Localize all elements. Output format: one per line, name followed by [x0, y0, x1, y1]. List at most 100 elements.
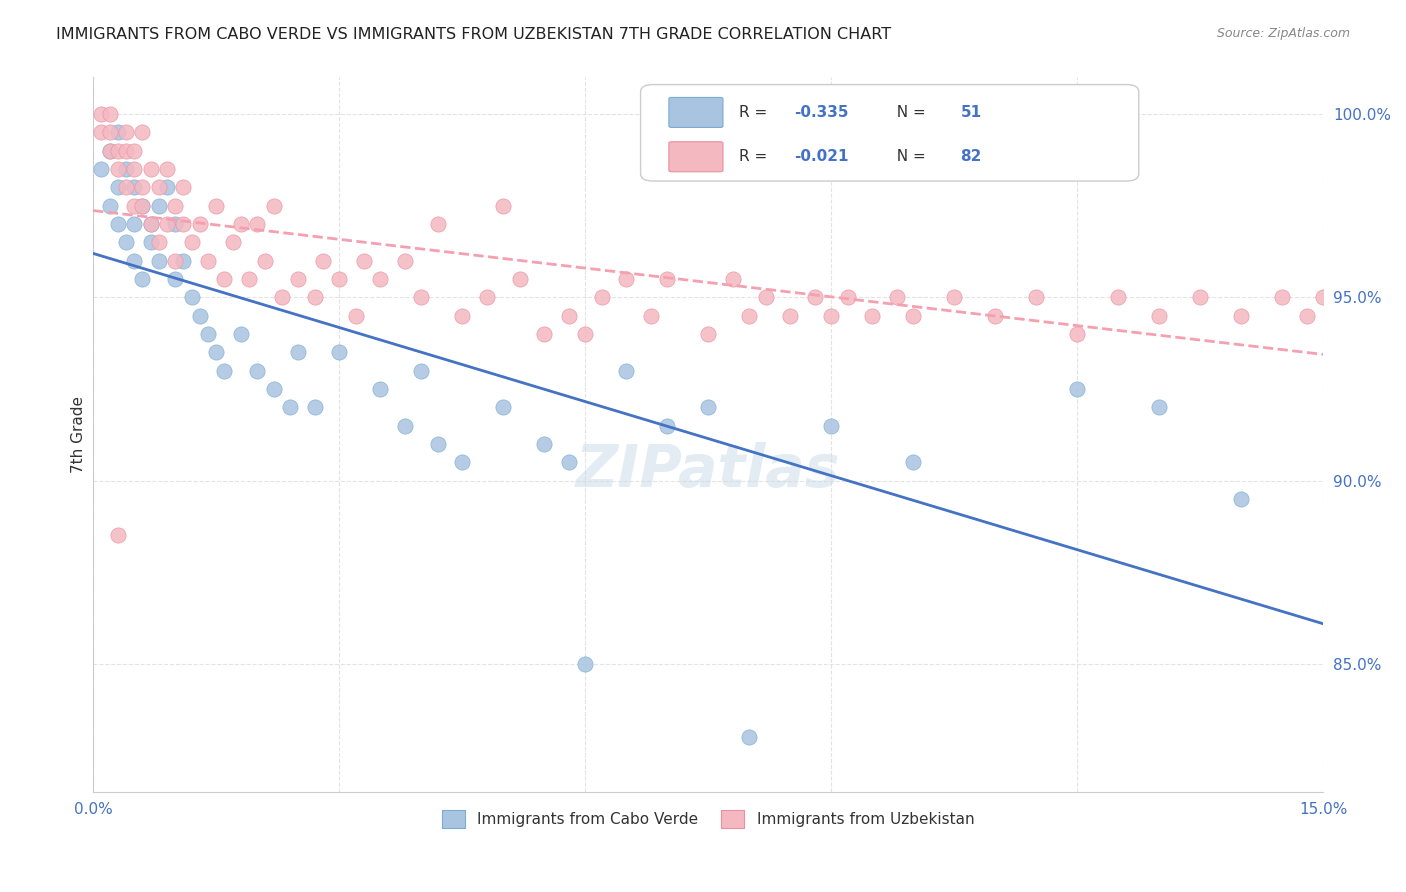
Text: Source: ZipAtlas.com: Source: ZipAtlas.com	[1216, 27, 1350, 40]
Point	[721, 272, 744, 286]
Point	[344, 309, 367, 323]
Point	[533, 437, 555, 451]
Point	[755, 290, 778, 304]
Point	[115, 125, 138, 139]
Point	[304, 401, 326, 415]
Point	[328, 272, 350, 286]
Point	[172, 217, 194, 231]
Point	[738, 309, 761, 323]
Point	[238, 272, 260, 286]
Point	[1107, 290, 1129, 304]
Point	[640, 309, 662, 323]
Point	[107, 180, 129, 194]
Legend: Immigrants from Cabo Verde, Immigrants from Uzbekistan: Immigrants from Cabo Verde, Immigrants f…	[436, 804, 980, 834]
Point	[107, 144, 129, 158]
Point	[107, 162, 129, 177]
Point	[886, 290, 908, 304]
Point	[148, 199, 170, 213]
Point	[205, 199, 228, 213]
Point	[139, 162, 162, 177]
Point	[246, 217, 269, 231]
Point	[492, 401, 515, 415]
Point	[394, 253, 416, 268]
Point	[657, 418, 679, 433]
Point	[98, 107, 121, 121]
Point	[122, 199, 145, 213]
Point	[115, 144, 138, 158]
Point	[139, 217, 162, 231]
Text: ZIPatlas: ZIPatlas	[576, 442, 841, 499]
Point	[254, 253, 277, 268]
Text: N =: N =	[887, 105, 931, 120]
Point	[139, 217, 162, 231]
Point	[122, 162, 145, 177]
Point	[122, 253, 145, 268]
Point	[287, 345, 309, 359]
Point	[165, 253, 187, 268]
FancyBboxPatch shape	[669, 142, 723, 172]
Point	[492, 199, 515, 213]
Text: R =: R =	[740, 149, 772, 164]
Point	[98, 199, 121, 213]
Point	[172, 253, 194, 268]
Point	[426, 437, 449, 451]
Point	[779, 309, 801, 323]
Point	[131, 199, 153, 213]
Point	[214, 363, 236, 377]
Point	[411, 363, 433, 377]
Point	[1025, 290, 1047, 304]
Point	[697, 401, 720, 415]
Point	[1230, 491, 1253, 506]
Point	[820, 309, 842, 323]
Point	[139, 235, 162, 250]
Point	[1189, 290, 1212, 304]
Point	[1149, 401, 1171, 415]
Point	[353, 253, 375, 268]
Point	[156, 217, 179, 231]
Point	[115, 162, 138, 177]
Point	[107, 528, 129, 542]
FancyBboxPatch shape	[641, 85, 1139, 181]
Point	[148, 180, 170, 194]
Point	[1230, 309, 1253, 323]
Point	[591, 290, 613, 304]
Point	[115, 235, 138, 250]
Point	[984, 309, 1007, 323]
Point	[837, 290, 859, 304]
Point	[475, 290, 498, 304]
Point	[820, 418, 842, 433]
Point	[180, 235, 202, 250]
Point	[657, 272, 679, 286]
Point	[368, 272, 391, 286]
Text: -0.335: -0.335	[794, 105, 849, 120]
Point	[98, 144, 121, 158]
Point	[1312, 290, 1334, 304]
Point	[451, 309, 474, 323]
Point	[1066, 326, 1088, 341]
Point	[172, 180, 194, 194]
Point	[122, 144, 145, 158]
Point	[697, 326, 720, 341]
Point	[287, 272, 309, 286]
Point	[214, 272, 236, 286]
Point	[1271, 290, 1294, 304]
Point	[368, 382, 391, 396]
Point	[98, 144, 121, 158]
Point	[229, 326, 252, 341]
Point	[197, 253, 219, 268]
Point	[90, 107, 112, 121]
Point	[411, 290, 433, 304]
Point	[903, 455, 925, 469]
Y-axis label: 7th Grade: 7th Grade	[72, 396, 86, 473]
Point	[451, 455, 474, 469]
Point	[1295, 309, 1317, 323]
Point	[1149, 309, 1171, 323]
Point	[246, 363, 269, 377]
Point	[90, 125, 112, 139]
Point	[131, 125, 153, 139]
Point	[328, 345, 350, 359]
Point	[558, 309, 581, 323]
Point	[509, 272, 531, 286]
Point	[165, 199, 187, 213]
Text: IMMIGRANTS FROM CABO VERDE VS IMMIGRANTS FROM UZBEKISTAN 7TH GRADE CORRELATION C: IMMIGRANTS FROM CABO VERDE VS IMMIGRANTS…	[56, 27, 891, 42]
